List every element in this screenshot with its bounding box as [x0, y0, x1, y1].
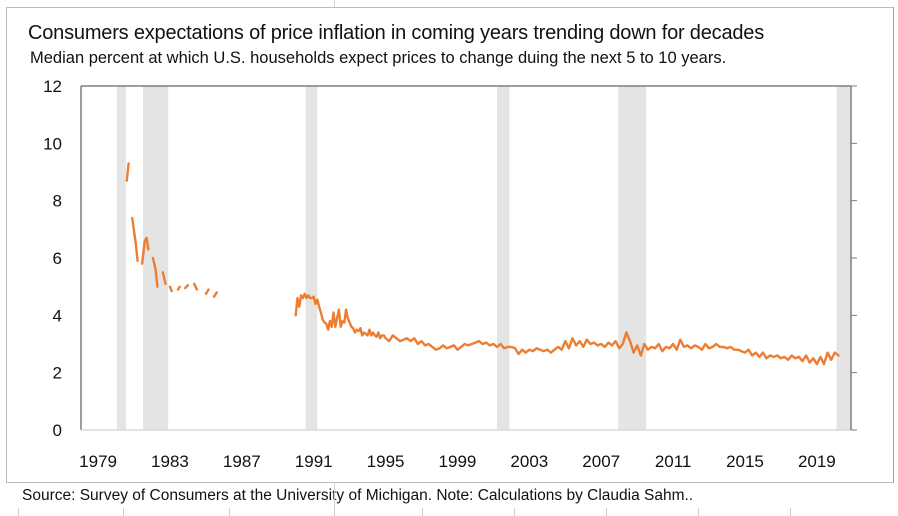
recession-band [116, 86, 126, 430]
x-tick-label: 1979 [79, 452, 117, 471]
page-gridline [606, 508, 607, 516]
y-tick-label: 10 [43, 134, 62, 153]
page-gridline [422, 508, 423, 516]
y-tick-label: 4 [53, 306, 62, 325]
series-line-segment [125, 162, 130, 182]
recession-band [496, 86, 510, 430]
recession-band [836, 86, 851, 430]
x-tick-label: 2007 [582, 452, 620, 471]
series-line-segment [140, 236, 150, 265]
axes [80, 85, 857, 431]
x-tick-labels: 1979 1983 1987 1991 1995 1999 2003 2007 2011 2015… [79, 452, 836, 471]
x-tick-label: 1995 [367, 452, 405, 471]
page-gridline [123, 508, 124, 516]
x-tick-label: 2015 [726, 452, 764, 471]
series-line-segment [204, 288, 210, 295]
recession-band [142, 86, 169, 430]
recession-band [618, 86, 647, 430]
page-gridline [334, 482, 335, 516]
page-gridline [514, 508, 515, 516]
x-tick-label: 1991 [295, 452, 333, 471]
series-line-segment [130, 216, 139, 263]
series-line-segment [176, 285, 182, 291]
chart-subtitle: Median percent at which U.S. households … [30, 49, 727, 67]
y-tick-label: 6 [53, 249, 62, 268]
x-tick-label: 1983 [151, 452, 189, 471]
source-note: Source: Survey of Consumers at the Unive… [22, 487, 694, 504]
series-line-segment [212, 291, 218, 298]
series-line-segment [161, 271, 167, 285]
series-line-segment [151, 256, 159, 288]
series-line-segment [192, 282, 199, 291]
chart-title: Consumers expectations of price inflatio… [28, 22, 765, 44]
page-gridline [334, 0, 335, 7]
recession-bands [116, 86, 851, 430]
series-line-segment [183, 284, 190, 290]
series-line-segment [294, 292, 840, 366]
x-tick-label: 2011 [655, 452, 692, 471]
page-gridline [698, 508, 699, 516]
x-tick-label: 1987 [223, 452, 261, 471]
recession-band [305, 86, 318, 430]
x-tick-label: 2019 [798, 452, 836, 471]
y-tick-label: 8 [53, 192, 62, 211]
page-gridline [229, 508, 230, 516]
y-tick-label: 12 [43, 77, 62, 96]
y-tick-labels: 0 2 4 6 8 10 12 [43, 77, 62, 440]
x-tick-label: 2003 [510, 452, 548, 471]
series-line-segment [168, 285, 173, 293]
y-tick-label: 2 [53, 364, 62, 383]
page-gridline [18, 508, 19, 516]
page-gridline [790, 508, 791, 516]
series-lines [125, 162, 840, 366]
y-tick-label: 0 [53, 421, 62, 440]
x-tick-label: 1999 [439, 452, 477, 471]
